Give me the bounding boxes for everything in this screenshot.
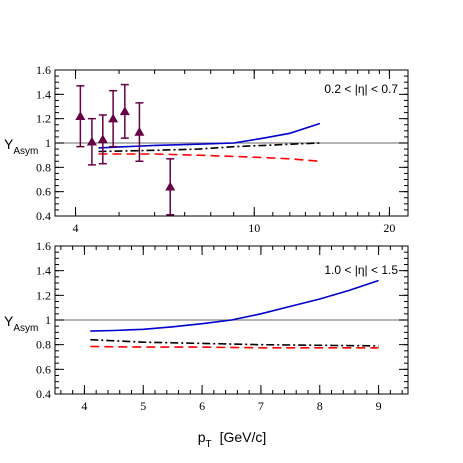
bottom-eta-annotation: 1.0 < |η| < 1.5 (324, 263, 398, 277)
data-point-triangle (86, 136, 97, 146)
data-point-triangle (165, 181, 176, 191)
x-tick-label: 20 (383, 221, 395, 235)
y-tick-label: 1 (45, 136, 51, 150)
x-tick-label: 9 (376, 399, 382, 413)
bottom-y-title-main: Y (4, 313, 14, 329)
series-line-dashdot (90, 338, 379, 347)
y-tick-label: 1.4 (36, 264, 51, 278)
x-tick-label: 5 (140, 399, 146, 413)
y-tick-label: 0.6 (36, 185, 51, 199)
x-title-sub: T (206, 439, 212, 450)
data-point-triangle (97, 134, 108, 144)
y-tick-label: 1.2 (36, 288, 51, 302)
x-title-unit: [GeV/c] (220, 429, 267, 445)
data-point-triangle (75, 111, 86, 120)
y-tick-label: 1.6 (36, 239, 51, 253)
x-title-main: p (198, 429, 206, 445)
bottom-y-axis-title: YAsym (4, 313, 38, 334)
y-tick-label: 0.8 (36, 160, 51, 174)
x-tick-label: 6 (199, 399, 205, 413)
top-series-group (75, 83, 321, 216)
top-y-title-sub: Asym (13, 146, 38, 157)
x-tick-label: 10 (248, 221, 260, 235)
bottom-ticks: 0.4 0.6 0.8 1 1.2 1.4 1.6 4 5 6 7 8 9 (36, 239, 408, 413)
x-tick-label: 8 (317, 399, 323, 413)
bottom-series-group (90, 279, 379, 349)
top-panel: 0.4 0.6 0.8 1 1.2 1.4 1.6 4 10 20 0.2 < |η| < 0.7… (4, 63, 409, 235)
series-line-dashed (98, 153, 320, 163)
y-tick-label: 1.6 (36, 63, 51, 77)
y-tick-label: 1.4 (36, 87, 51, 101)
y-tick-label: 0.4 (36, 387, 51, 401)
top-y-axis-title: YAsym (4, 136, 38, 157)
bottom-panel: 0.4 0.6 0.8 1 1.2 1.4 1.6 4 5 6 7 8 9 1.0 < |η| < 1.… (4, 239, 409, 450)
data-point-triangle (108, 113, 119, 123)
x-axis-title: pT [GeV/c] (198, 429, 267, 450)
y-tick-label: 1.2 (36, 112, 51, 126)
series-line-solid (98, 122, 321, 149)
y-tick-label: 0.4 (36, 209, 51, 223)
top-y-title-main: Y (4, 136, 14, 152)
y-tick-label: 0.6 (36, 362, 51, 376)
data-point-triangle (134, 127, 145, 136)
series-line-solid (90, 279, 379, 332)
top-eta-annotation: 0.2 < |η| < 0.7 (324, 82, 398, 96)
y-tick-label: 0.8 (36, 338, 51, 352)
x-tick-label: 4 (81, 399, 87, 413)
series-line-dashed (90, 345, 379, 349)
top-ticks: 0.4 0.6 0.8 1 1.2 1.4 1.6 4 10 20 (36, 63, 408, 235)
x-tick-label: 4 (73, 221, 79, 235)
bottom-y-title-sub: Asym (13, 323, 38, 334)
series-line-dashdot (98, 142, 320, 153)
data-point-triangle (119, 106, 130, 116)
x-tick-label: 7 (258, 399, 264, 413)
y-tick-label: 1 (45, 313, 51, 327)
